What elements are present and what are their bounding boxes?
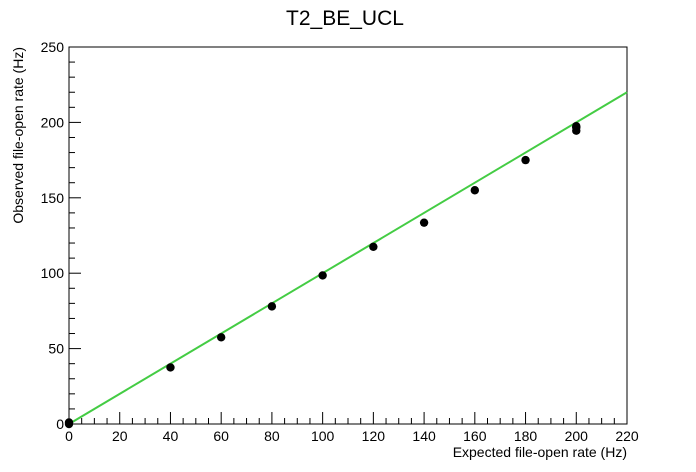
x-tick-label: 40 (163, 428, 179, 444)
y-axis-ticks (69, 46, 81, 425)
y-tick-label: 100 (41, 265, 65, 281)
y-axis-tick-labels: 0 50 100 150 200 250 (41, 39, 65, 432)
data-point (419, 218, 429, 227)
plot-frame (68, 46, 628, 425)
x-axis-ticks (68, 412, 628, 424)
y-tick-label: 50 (48, 341, 64, 357)
x-tick-label: 0 (65, 428, 73, 444)
y-tick-label: 150 (41, 190, 65, 206)
y-tick-label: 200 (41, 114, 65, 130)
x-tick-label: 180 (514, 428, 538, 444)
x-tick-label: 140 (412, 428, 436, 444)
x-tick-label: 20 (112, 428, 128, 444)
y-axis-label: Observed file-open rate (Hz) (10, 47, 26, 224)
reference-line (68, 91, 628, 425)
data-point (369, 242, 378, 252)
x-tick-label: 80 (264, 428, 280, 444)
data-points (64, 121, 581, 429)
y-tick-label: 250 (41, 39, 65, 55)
x-tick-label: 220 (615, 428, 639, 444)
data-point (318, 271, 327, 280)
chart-title: T2_BE_UCL (286, 7, 404, 30)
y-tick-label: 0 (56, 416, 64, 432)
data-point (216, 333, 226, 342)
data-point (64, 418, 74, 427)
x-tick-label: 120 (362, 428, 386, 444)
data-point (521, 155, 530, 165)
data-point (470, 186, 480, 195)
x-tick-label: 100 (311, 428, 335, 444)
x-tick-label: 160 (463, 428, 487, 444)
x-axis-tick-labels: 0 20 40 60 80 100 120 140 160 180 200 220 (65, 428, 639, 444)
data-point (166, 363, 175, 372)
x-tick-label: 200 (565, 428, 589, 444)
x-axis-label: Expected file-open rate (Hz) (453, 444, 627, 460)
data-point (572, 121, 581, 131)
data-point (267, 302, 277, 311)
x-tick-label: 60 (213, 428, 229, 444)
